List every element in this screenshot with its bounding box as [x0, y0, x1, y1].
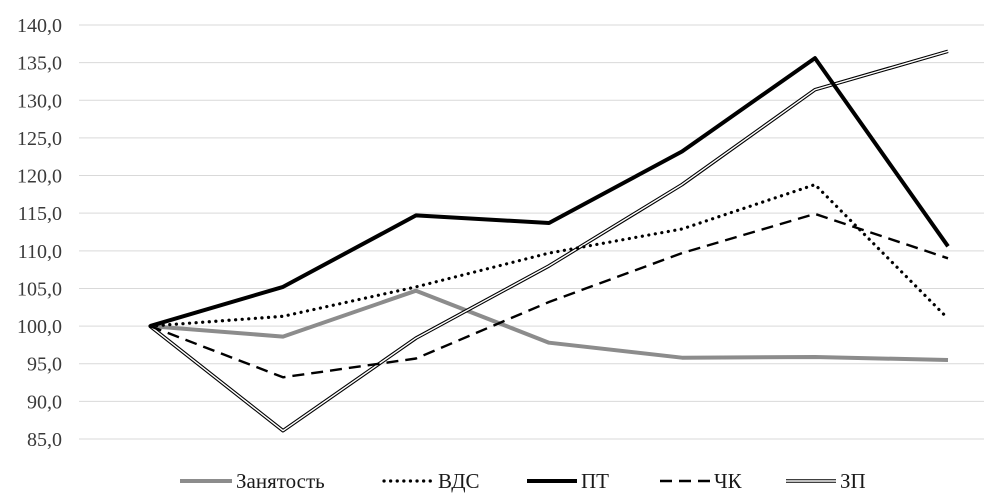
y-tick-labels: 85,0 90,0 95,0 100,0 105,0 110,0 115,0 120,0 125… — [17, 15, 62, 451]
series-line-zp-inner — [149, 50, 949, 432]
grid-lines — [79, 24, 984, 440]
legend-label-vds: ВДС — [438, 469, 480, 493]
y-tick-label: 115,0 — [18, 203, 62, 225]
series-line-vds — [148, 183, 950, 328]
y-tick-label: 100,0 — [17, 316, 62, 338]
y-tick-label: 125,0 — [17, 128, 62, 150]
legend: Занятость ВДС ПТ ЧК ЗП — [180, 469, 866, 493]
y-tick-label: 90,0 — [27, 391, 62, 413]
series-lines — [148, 49, 950, 433]
y-tick-label: 135,0 — [17, 53, 62, 75]
y-tick-label: 130,0 — [17, 90, 62, 112]
y-tick-label: 120,0 — [17, 166, 62, 188]
legend-label-pt: ПТ — [581, 469, 609, 493]
legend-label-chk: ЧК — [714, 469, 743, 493]
series-line-pt — [149, 56, 950, 329]
y-tick-label: 85,0 — [27, 429, 62, 451]
series-line-chk — [149, 212, 949, 379]
y-tick-label: 95,0 — [27, 354, 62, 376]
legend-label-zp: ЗП — [840, 469, 866, 493]
series-line-zp — [148, 49, 949, 433]
legend-label-employment: Занятость — [236, 469, 325, 493]
y-tick-label: 110,0 — [18, 241, 62, 263]
y-tick-label: 140,0 — [17, 15, 62, 37]
y-tick-label: 105,0 — [17, 278, 62, 300]
series-line-employment — [149, 288, 949, 362]
